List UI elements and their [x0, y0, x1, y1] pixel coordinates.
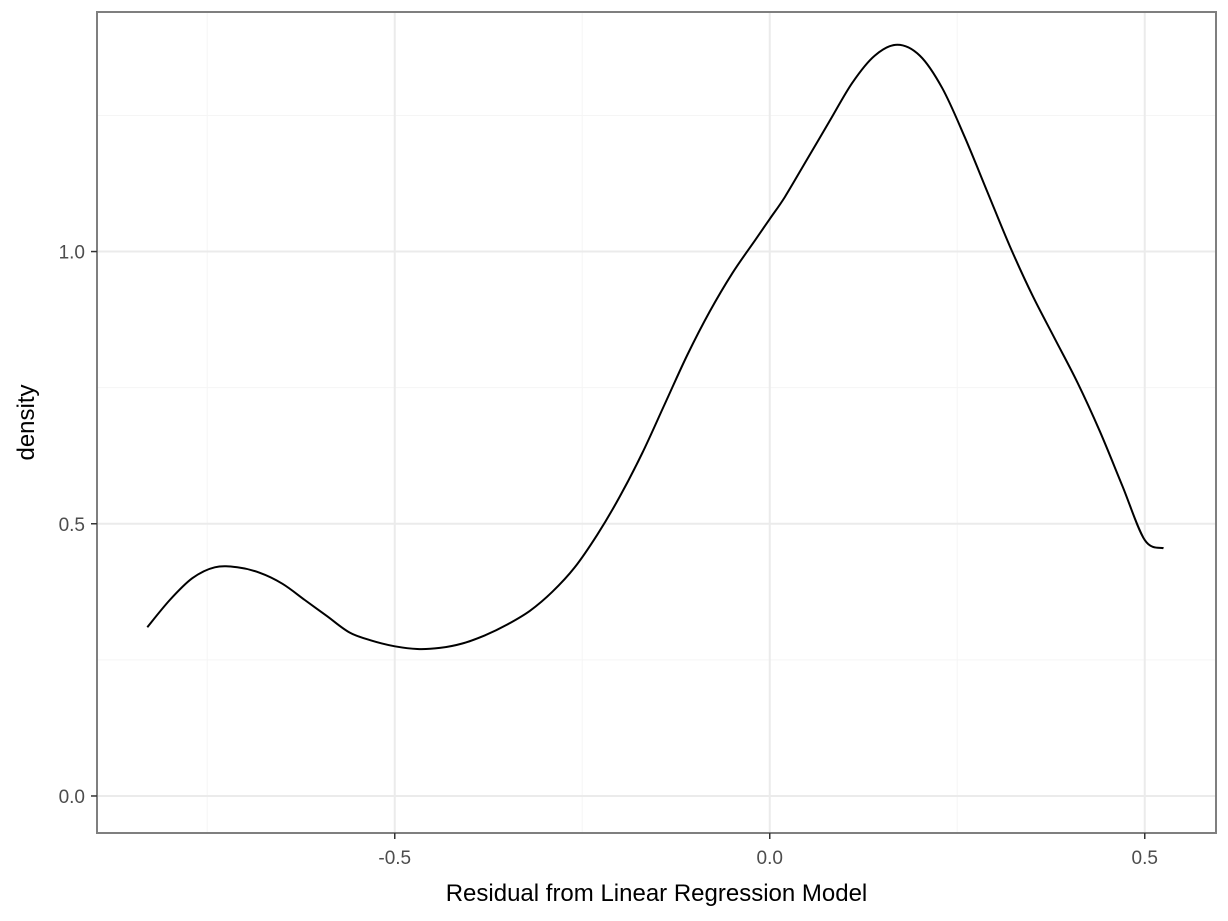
- x-tick-label: 0.0: [757, 848, 783, 869]
- minor-gridlines: [97, 12, 1216, 833]
- y-tick-label: 0.0: [59, 787, 85, 808]
- x-axis-ticks: -0.5 0.0 0.5: [378, 833, 1158, 869]
- x-tick-label: -0.5: [378, 848, 411, 869]
- y-axis-ticks: 0.0 0.5 1.0: [59, 243, 97, 808]
- major-gridlines: [97, 12, 1216, 833]
- y-tick-label: 0.5: [59, 515, 85, 536]
- y-axis-title: density: [13, 384, 40, 460]
- series-layer: [146, 43, 1164, 651]
- panel-border: [96, 11, 1217, 834]
- y-tick-label: 1.0: [59, 243, 85, 264]
- density-line: [146, 43, 1164, 651]
- x-axis-title: Residual from Linear Regression Model: [446, 880, 868, 907]
- x-tick-label: 0.5: [1132, 848, 1158, 869]
